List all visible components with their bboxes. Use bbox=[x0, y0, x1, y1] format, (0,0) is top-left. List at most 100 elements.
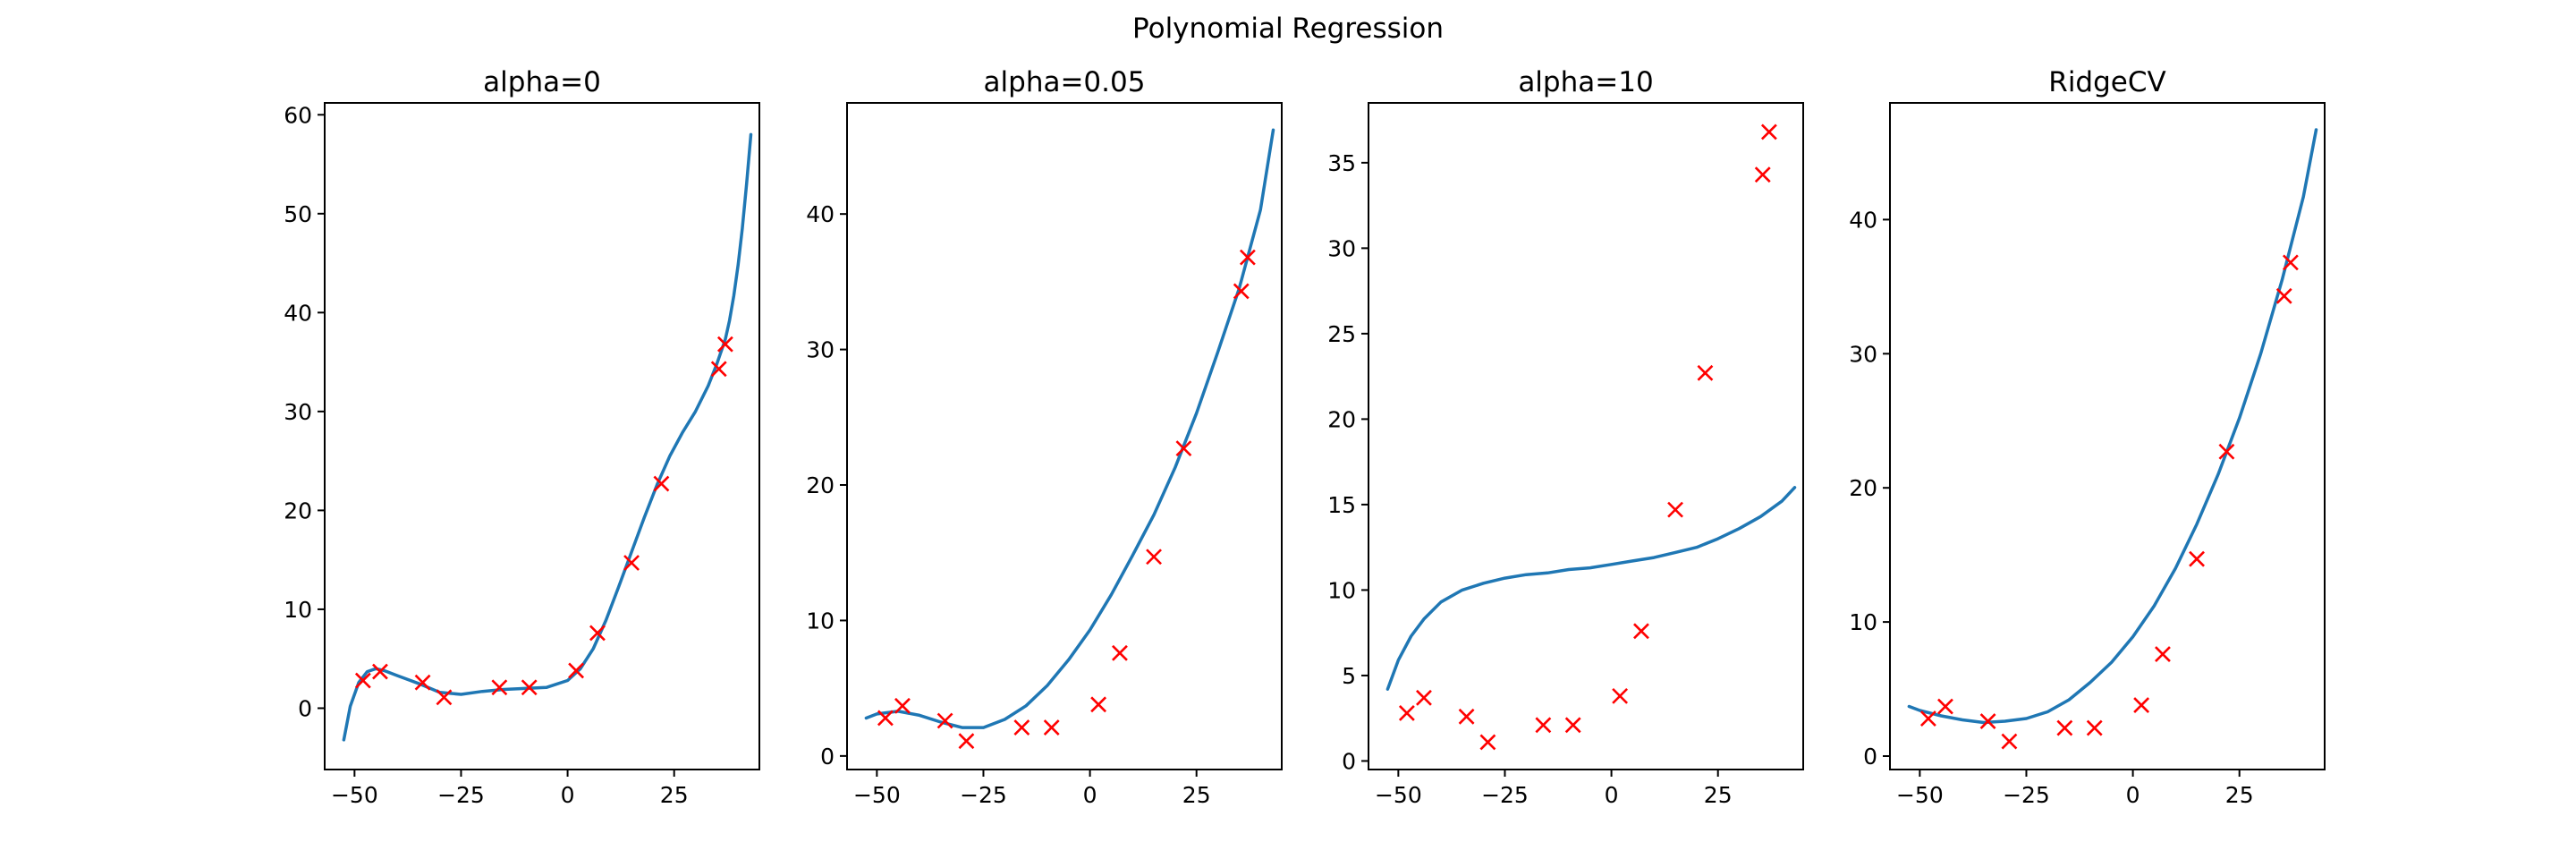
figure-title: Polynomial Regression bbox=[1132, 13, 1444, 45]
x-tick-label: −50 bbox=[1896, 782, 1944, 808]
plot-area bbox=[342, 132, 753, 742]
subplot-2: alpha=0.05 −50 −25 0 25 0 10 20 30 40 bbox=[806, 66, 1283, 808]
y-tick-label: 20 bbox=[1849, 475, 1877, 501]
y-tick-label: 60 bbox=[284, 102, 312, 128]
x-tick-label: −50 bbox=[331, 782, 378, 808]
data-point-x-marker bbox=[568, 662, 585, 679]
y-tick-label: 10 bbox=[284, 597, 312, 623]
data-point-x-marker bbox=[2086, 719, 2103, 736]
axes-frame bbox=[1368, 102, 1804, 770]
data-point-x-marker bbox=[354, 672, 371, 689]
plot-area bbox=[1385, 123, 1797, 751]
data-point-x-marker bbox=[623, 555, 640, 571]
data-point-x-marker bbox=[936, 712, 953, 729]
y-tick-label: 30 bbox=[1849, 341, 1877, 367]
subplot-title: alpha=0.05 bbox=[984, 66, 1146, 98]
x-tick-label: 25 bbox=[660, 782, 689, 808]
data-point-x-marker bbox=[1633, 623, 1649, 640]
y-tick-label: 30 bbox=[806, 337, 835, 363]
fit-curve bbox=[1385, 486, 1797, 691]
subplot-4: RidgeCV −50 −25 0 25 0 10 20 30 40 bbox=[1849, 66, 2326, 808]
data-point-x-marker bbox=[1043, 719, 1060, 736]
data-point-x-marker bbox=[1090, 696, 1107, 713]
data-point-x-marker bbox=[491, 679, 508, 696]
data-point-x-marker bbox=[958, 733, 975, 750]
x-tick-label: 25 bbox=[1704, 782, 1733, 808]
axes-frame bbox=[324, 102, 760, 770]
x-tick-label: −50 bbox=[853, 782, 901, 808]
data-point-x-marker bbox=[1233, 283, 1250, 300]
data-point-x-marker bbox=[1760, 123, 1777, 140]
y-tick-label: 10 bbox=[1327, 577, 1356, 603]
data-point-x-marker bbox=[521, 679, 538, 696]
subplot-title: alpha=0 bbox=[483, 66, 601, 98]
data-point-x-marker bbox=[1175, 440, 1192, 457]
y-tick-label: 20 bbox=[806, 472, 835, 498]
data-point-x-marker bbox=[1564, 717, 1581, 734]
y-tick-label: 0 bbox=[298, 695, 312, 721]
axes-frame bbox=[846, 102, 1283, 770]
fit-curve bbox=[342, 132, 753, 742]
data-point-x-marker bbox=[710, 361, 727, 378]
data-point-x-marker bbox=[2189, 550, 2205, 567]
x-tick-label: 25 bbox=[1182, 782, 1211, 808]
x-tick-label: 25 bbox=[2225, 782, 2254, 808]
y-tick-label: 5 bbox=[1342, 663, 1356, 689]
data-point-x-marker bbox=[1697, 364, 1714, 381]
data-point-x-marker bbox=[2155, 646, 2171, 663]
data-point-x-marker bbox=[1146, 549, 1162, 566]
x-tick-label: −25 bbox=[2003, 782, 2050, 808]
data-point-x-marker bbox=[1937, 698, 1953, 715]
y-tick-label: 40 bbox=[1849, 207, 1877, 233]
y-tick-label: 0 bbox=[820, 744, 835, 770]
y-tick-label: 15 bbox=[1327, 492, 1356, 518]
data-point-x-marker bbox=[1979, 713, 1996, 729]
y-tick-label: 0 bbox=[1342, 748, 1356, 774]
y-tick-label: 20 bbox=[284, 498, 312, 523]
y-tick-label: 0 bbox=[1863, 744, 1877, 770]
data-point-x-marker bbox=[436, 689, 453, 706]
subplot-title: alpha=10 bbox=[1518, 66, 1653, 98]
data-point-x-marker bbox=[2218, 443, 2235, 460]
data-point-x-marker bbox=[1112, 644, 1128, 661]
data-point-x-marker bbox=[372, 663, 388, 680]
subplot-title: RidgeCV bbox=[2048, 66, 2165, 98]
y-tick-label: 30 bbox=[284, 399, 312, 425]
data-point-x-marker bbox=[2282, 254, 2299, 271]
data-point-x-marker bbox=[877, 710, 894, 727]
x-tick-label: −50 bbox=[1375, 782, 1422, 808]
y-tick-label: 10 bbox=[1849, 609, 1877, 635]
data-point-x-marker bbox=[2133, 697, 2150, 713]
data-point-x-marker bbox=[1535, 717, 1552, 734]
x-tick-label: −25 bbox=[1481, 782, 1529, 808]
data-point-x-marker bbox=[1612, 687, 1629, 704]
data-point-x-marker bbox=[2275, 287, 2292, 304]
data-point-x-marker bbox=[653, 475, 670, 492]
axes-frame bbox=[1889, 102, 2326, 770]
data-point-x-marker bbox=[1667, 501, 1683, 518]
x-tick-label: −25 bbox=[960, 782, 1007, 808]
x-tick-label: 0 bbox=[561, 782, 575, 808]
data-point-x-marker bbox=[1458, 708, 1475, 725]
data-point-x-marker bbox=[1754, 166, 1771, 183]
y-tick-label: 40 bbox=[284, 300, 312, 326]
subplot-1: alpha=0 −50 −25 0 25 0 10 20 30 40 50 60 bbox=[284, 66, 760, 808]
x-tick-label: 0 bbox=[1083, 782, 1097, 808]
x-tick-label: 0 bbox=[1605, 782, 1619, 808]
data-point-x-marker bbox=[716, 336, 733, 353]
fit-curve bbox=[864, 128, 1275, 729]
subplot-grid: alpha=0−50 −25 0 250102030405060alpha=0.05−… bbox=[284, 66, 2326, 808]
data-point-x-marker bbox=[1398, 705, 1415, 721]
y-tick-label: 20 bbox=[1327, 406, 1356, 432]
y-tick-label: 50 bbox=[284, 201, 312, 227]
plot-area bbox=[864, 128, 1275, 750]
data-point-x-marker bbox=[894, 697, 911, 714]
y-tick-label: 30 bbox=[1327, 235, 1356, 261]
data-point-x-marker bbox=[2056, 719, 2073, 736]
fit-curve bbox=[1907, 128, 2318, 725]
x-tick-label: 0 bbox=[2126, 782, 2140, 808]
data-point-x-marker bbox=[1479, 734, 1496, 751]
y-tick-label: 40 bbox=[806, 201, 835, 227]
y-tick-label: 35 bbox=[1327, 150, 1356, 176]
